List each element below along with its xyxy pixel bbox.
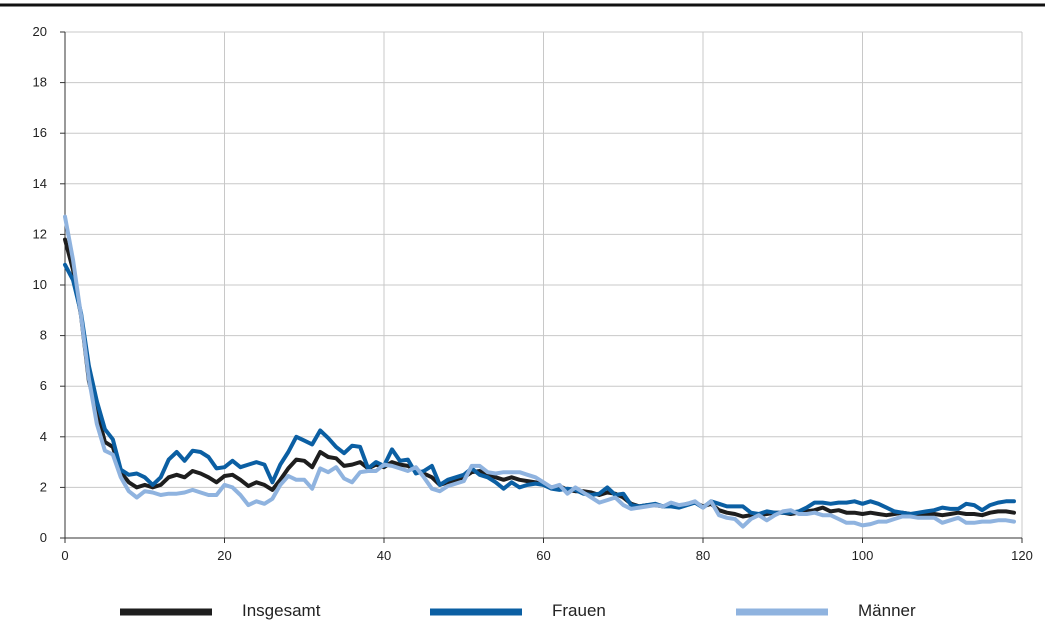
y-tick-label: 18 [33,75,47,90]
axes [60,31,1023,543]
x-tick-label: 120 [1011,548,1033,563]
y-tick-label: 16 [33,125,47,140]
y-tick-label: 14 [33,176,47,191]
series-line-3 [63,214,1016,529]
legend-label: Männer [858,601,916,620]
y-tick-label: 4 [40,429,47,444]
y-tick-label: 12 [33,226,47,241]
legend: Insgesamt Frauen Männer [120,601,916,620]
series-line-2 [63,262,1016,516]
series-lines [63,214,1016,529]
x-tick-label: 60 [536,548,550,563]
legend-label: Insgesamt [242,601,321,620]
y-tick-label: 6 [40,378,47,393]
tick-labels: 0 20 40 60 80 100 120 0 2 4 6 8 10 12 14 16 18 20 [33,24,1033,563]
series-line-1 [63,237,1016,519]
x-tick-label: 0 [61,548,68,563]
x-tick-label: 40 [377,548,391,563]
y-tick-label: 8 [40,328,47,343]
y-tick-label: 10 [33,277,47,292]
x-tick-label: 20 [217,548,231,563]
legend-label: Frauen [552,601,606,620]
y-tick-label: 0 [40,530,47,545]
grid [65,31,1023,538]
y-tick-label: 2 [40,479,47,494]
x-tick-label: 80 [696,548,710,563]
y-tick-label: 20 [33,24,47,39]
x-tick-label: 100 [852,548,874,563]
